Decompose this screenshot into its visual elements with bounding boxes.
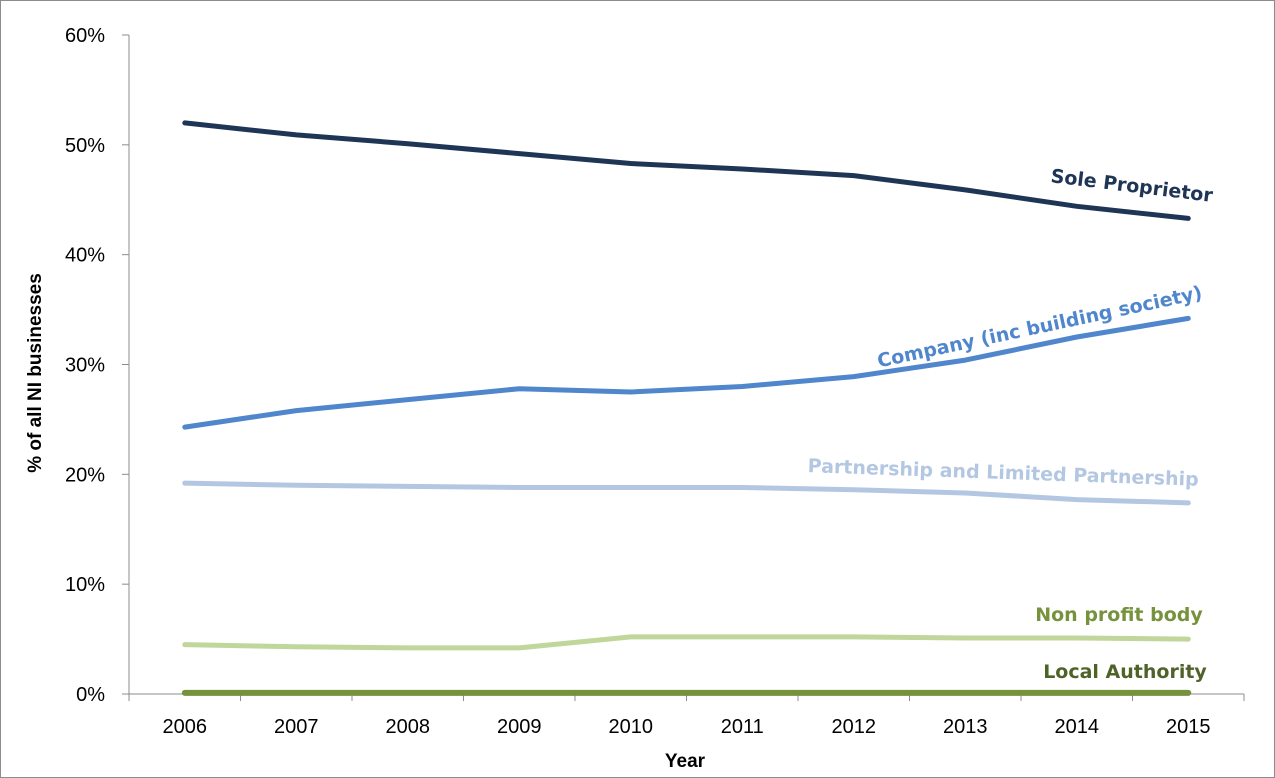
y-tick-label: 60% xyxy=(65,25,105,47)
x-tick-label: 2013 xyxy=(943,716,988,738)
x-tick-label: 2008 xyxy=(386,716,431,738)
series-label-local-authority: Local Authority xyxy=(1043,661,1207,683)
y-tick-label: 10% xyxy=(65,574,105,596)
x-tick-label: 2006 xyxy=(163,716,208,738)
y-tick-label: 30% xyxy=(65,355,105,377)
y-tick-label: 0% xyxy=(76,684,105,706)
series-label-company-inc-building-society: Company (inc building society) xyxy=(875,282,1204,372)
x-tick-label: 2011 xyxy=(721,716,764,738)
series-lines xyxy=(181,120,1192,696)
x-tick-label: 2007 xyxy=(274,716,319,738)
x-tick-label: 2009 xyxy=(497,716,542,738)
series-label-sole-proprietor: Sole Proprietor xyxy=(1050,165,1215,207)
x-tick-label: 2010 xyxy=(609,716,654,738)
x-tick-label: 2012 xyxy=(832,716,877,738)
y-axis-ticks: 0% 10% 20% 30% 40% 50% 60% xyxy=(65,25,129,706)
series-label-partnership-and-limited-partnership: Partnership and Limited Partnership xyxy=(807,455,1199,491)
series-line-company-inc-building-society xyxy=(182,315,1191,430)
series-line-sole-proprietor xyxy=(182,120,1191,221)
x-axis-title: Year xyxy=(665,751,706,772)
y-tick-label: 40% xyxy=(65,245,105,267)
y-tick-label: 50% xyxy=(65,135,105,157)
x-axis-ticks: 2006 2007 2008 2009 2010 2011 2012 2013 2014 2015 xyxy=(128,694,1245,738)
series-labels: Sole Proprietor Company (inc building soc… xyxy=(807,165,1214,683)
series-label-non-profit-body: Non profit body xyxy=(1035,604,1203,626)
series-line-partnership-and-limited-partnership xyxy=(182,480,1191,506)
x-tick-label: 2015 xyxy=(1166,716,1211,738)
y-tick-label: 20% xyxy=(65,464,105,486)
x-tick-label: 2014 xyxy=(1055,716,1100,738)
series-line-non-profit-body xyxy=(182,634,1191,651)
y-axis-title: % of all NI businesses xyxy=(25,273,46,473)
